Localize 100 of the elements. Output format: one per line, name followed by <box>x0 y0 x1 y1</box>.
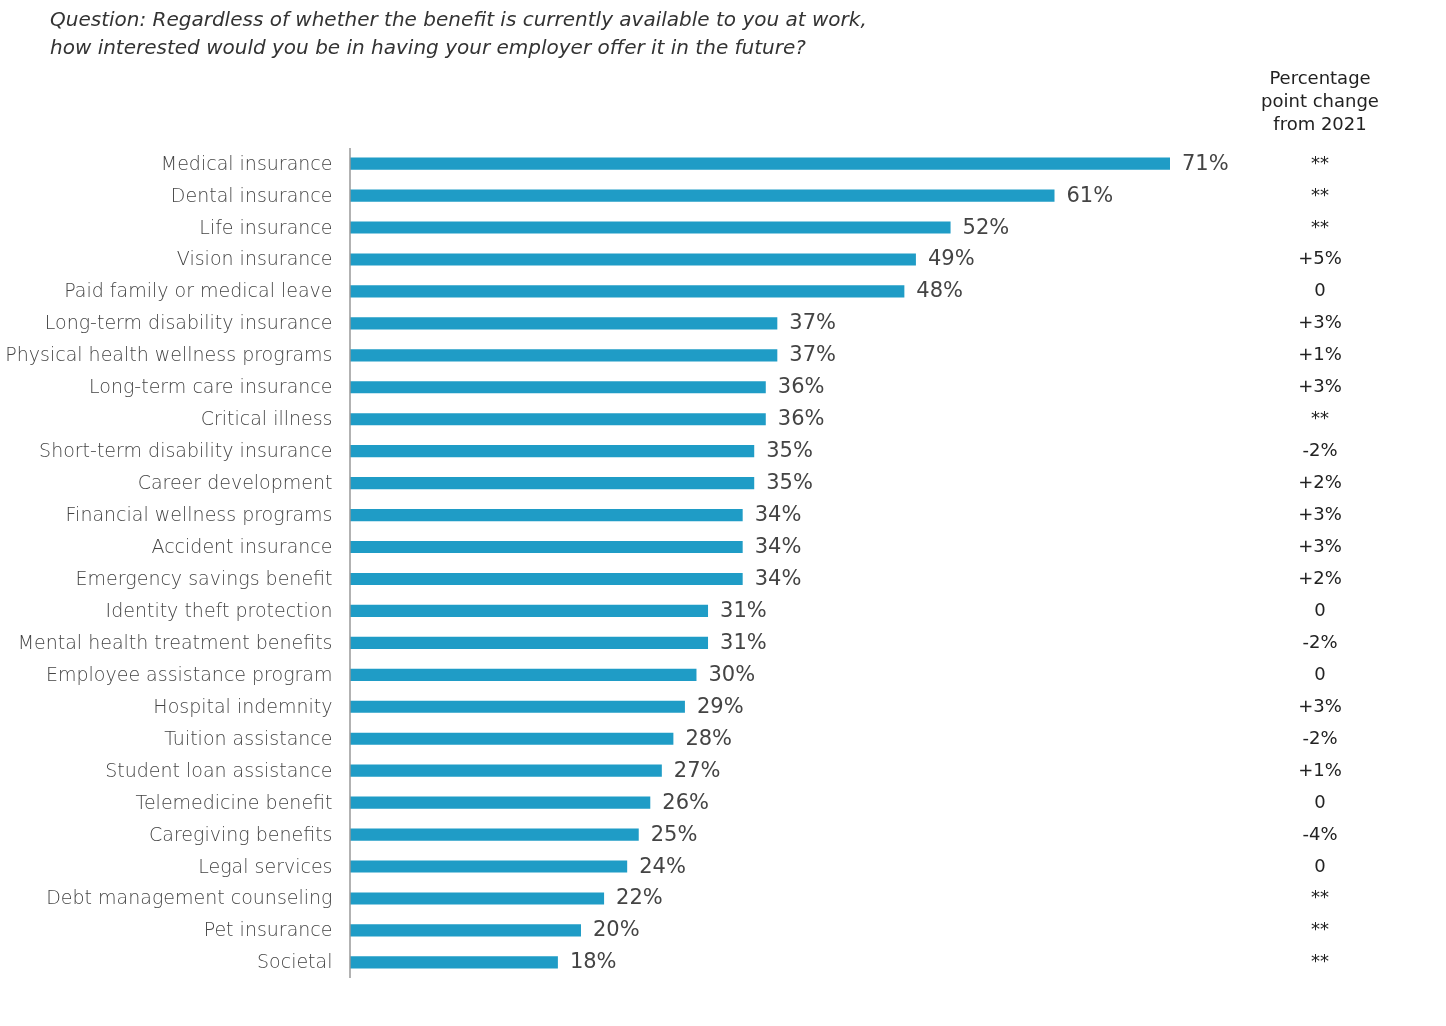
bar <box>350 540 743 554</box>
data-label: 61% <box>1066 182 1114 207</box>
bar <box>350 221 951 234</box>
bar <box>350 349 778 362</box>
y-tick-label: Paid family or medical leave <box>64 279 333 302</box>
y-tick-label: Financial wellness programs <box>65 503 333 526</box>
chart-title: Question: Regardless of whether the benefit is currently available to you at work, how interested would you be in having your employer offer it in the future? <box>50 7 867 59</box>
y-tick-label: Identity theft protection <box>105 598 333 621</box>
text: 0 <box>1314 790 1326 812</box>
y-tick-label: Physical health wellness programs <box>5 343 333 366</box>
bar <box>350 700 685 713</box>
data-label: 34% <box>754 502 802 527</box>
bar <box>350 381 766 394</box>
y-tick-label: Accident insurance <box>151 535 333 558</box>
data-label: 37% <box>789 310 837 335</box>
y-tick-label: Pet insurance <box>203 918 333 941</box>
data-label: 28% <box>685 725 733 750</box>
bar <box>350 509 743 522</box>
text: -2% <box>1302 439 1338 461</box>
y-tick-label: Career development <box>137 471 333 494</box>
y-tick-label: Debt management counseling <box>46 886 333 909</box>
bar <box>350 413 766 426</box>
data-label: 36% <box>777 374 825 399</box>
text: +3% <box>1298 311 1342 333</box>
y-tick-label: Student loan assistance <box>105 758 333 781</box>
data-label: 49% <box>927 246 975 271</box>
bar <box>350 764 662 777</box>
text: ** <box>1311 215 1329 237</box>
data-label: 27% <box>673 757 721 782</box>
text: +3% <box>1298 694 1342 716</box>
data-label: 71% <box>1182 150 1229 175</box>
bar <box>350 732 674 745</box>
data-label: 34% <box>754 565 802 590</box>
bar <box>350 668 697 681</box>
text: 0 <box>1314 854 1326 876</box>
text: +3% <box>1298 375 1342 397</box>
text: ** <box>1311 151 1329 173</box>
text: ** <box>1311 407 1329 429</box>
text: -2% <box>1302 726 1338 748</box>
data-label: 26% <box>662 789 709 814</box>
text: +3% <box>1298 535 1342 557</box>
y-tick-label: Societal <box>257 950 333 973</box>
bar <box>350 477 755 490</box>
text: 0 <box>1314 279 1326 301</box>
text: 0 <box>1314 598 1326 620</box>
bar <box>350 604 709 617</box>
bar <box>350 636 709 649</box>
bar <box>350 157 1170 170</box>
y-tick-label: Hospital indemnity <box>153 694 333 717</box>
data-label: 25% <box>650 821 698 846</box>
data-label: 31% <box>720 597 767 622</box>
data-label: 35% <box>766 438 813 463</box>
text: +1% <box>1298 758 1342 780</box>
bar <box>350 253 916 266</box>
bar <box>350 572 743 586</box>
text: +5% <box>1298 247 1342 269</box>
data-label: 52% <box>962 214 1010 239</box>
bar <box>350 892 605 905</box>
y-tick-label: Long-term disability insurance <box>44 311 333 334</box>
data-label: 37% <box>789 342 837 367</box>
bar <box>350 924 581 937</box>
text: ** <box>1311 950 1329 972</box>
bar <box>350 828 639 841</box>
y-tick-label: Life insurance <box>199 215 333 238</box>
text: ** <box>1311 918 1329 940</box>
text: -2% <box>1302 630 1338 652</box>
y-tick-label: Legal services <box>198 854 333 877</box>
text: ** <box>1311 886 1329 908</box>
data-label: 29% <box>696 693 744 718</box>
data-label: 36% <box>777 406 825 431</box>
data-label: 35% <box>766 470 813 495</box>
bar <box>350 796 651 809</box>
bar <box>350 445 755 458</box>
bar <box>350 956 558 969</box>
data-label: 34% <box>754 534 802 559</box>
text: +2% <box>1298 566 1342 588</box>
bar <box>350 285 905 298</box>
text: +3% <box>1298 503 1342 525</box>
y-tick-label: Caregiving benefits <box>149 822 333 845</box>
text: +1% <box>1298 343 1342 365</box>
data-label: 22% <box>616 885 663 910</box>
y-tick-label: Mental health treatment benefits <box>17 630 333 653</box>
text: +2% <box>1298 471 1342 493</box>
text: Percentage point change from 2021 <box>1261 67 1379 134</box>
data-label: 48% <box>916 278 964 303</box>
text: 0 <box>1314 662 1326 684</box>
y-tick-label: Medical insurance <box>160 151 333 174</box>
data-label: 18% <box>569 949 617 974</box>
data-label: 31% <box>720 629 767 654</box>
y-tick-label: Employee assistance program <box>45 662 333 685</box>
y-tick-label: Tuition assistance <box>164 726 333 749</box>
y-tick-label: Dental insurance <box>170 183 333 206</box>
y-tick-label: Vision insurance <box>176 247 333 270</box>
y-tick-label: Short-term disability insurance <box>39 439 333 462</box>
y-tick-label: Emergency savings benefit <box>75 566 333 589</box>
bar <box>350 317 778 330</box>
y-tick-label: Long-term care insurance <box>89 375 333 398</box>
text: -4% <box>1302 822 1338 844</box>
bar <box>350 189 1055 202</box>
data-label: 20% <box>592 917 640 942</box>
